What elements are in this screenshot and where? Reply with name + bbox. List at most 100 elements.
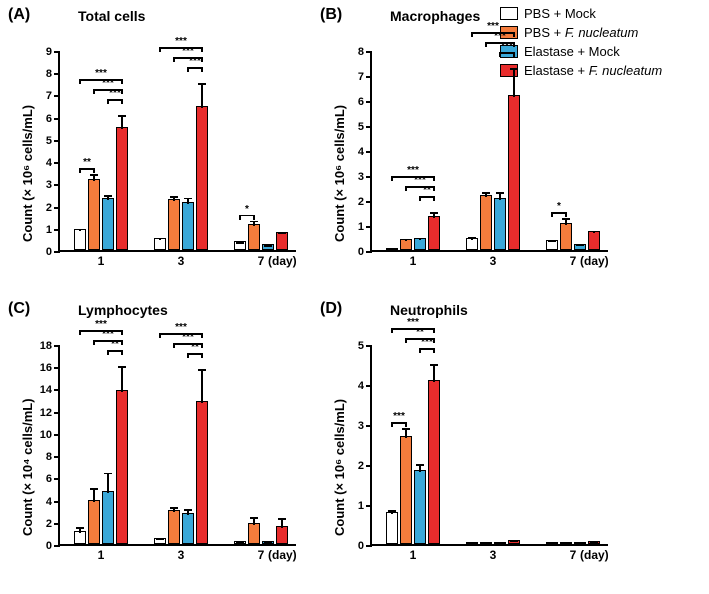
plot-area-C: 0246810121416181********3********7(day) <box>58 346 296 546</box>
error-bar <box>107 473 109 493</box>
error-bar <box>201 369 203 402</box>
error-cap <box>198 369 206 371</box>
significance-tick <box>391 176 393 181</box>
y-tick <box>54 345 60 347</box>
error-bar <box>121 366 123 392</box>
error-cap <box>76 229 84 231</box>
y-tick <box>54 367 60 369</box>
error-cap <box>482 543 490 545</box>
error-cap <box>402 239 410 241</box>
y-tick <box>54 251 60 253</box>
panel-title-B: Macrophages <box>390 8 480 24</box>
legend-swatch <box>500 7 518 20</box>
y-tick-label: 14 <box>40 384 52 396</box>
error-cap <box>416 238 424 240</box>
significance-tick <box>405 186 407 191</box>
error-cap <box>278 518 286 520</box>
bar-pbs_fn <box>248 224 260 250</box>
error-cap <box>170 196 178 198</box>
y-tick <box>366 176 372 178</box>
error-cap <box>388 249 396 251</box>
y-tick <box>54 51 60 53</box>
significance-tick <box>187 353 189 358</box>
y-tick-label: 1 <box>46 224 52 236</box>
error-cap <box>416 464 424 466</box>
significance-text: *** <box>189 57 201 67</box>
y-tick <box>366 76 372 78</box>
y-tick-label: 3 <box>358 420 364 432</box>
bar-pbs_fn <box>88 500 100 544</box>
significance-tick <box>201 67 203 72</box>
legend-label: PBS + F. nucleatum <box>524 25 638 40</box>
bar-elastase_fn <box>588 231 600 250</box>
bar-elastase_fn <box>428 380 440 544</box>
y-tick <box>366 505 372 507</box>
significance-bracket <box>552 212 566 214</box>
significance-text: * <box>557 202 561 212</box>
y-tick <box>54 545 60 547</box>
y-tick <box>54 162 60 164</box>
significance-bracket <box>188 67 202 69</box>
x-tick-label: 7 <box>258 548 265 562</box>
y-tick <box>366 425 372 427</box>
panel-title-A: Total cells <box>78 8 145 24</box>
significance-tick <box>159 333 161 338</box>
significance-tick <box>405 338 407 343</box>
error-cap <box>170 507 178 509</box>
plot-area-A: 01234567891***********3*********7*(day) <box>58 52 296 252</box>
y-tick <box>366 226 372 228</box>
error-cap <box>250 517 258 519</box>
significance-tick <box>513 32 515 37</box>
y-tick-label: 8 <box>46 68 52 80</box>
y-tick <box>54 389 60 391</box>
error-cap <box>562 218 570 220</box>
significance-bracket <box>420 348 434 350</box>
significance-bracket <box>188 353 202 355</box>
y-tick <box>54 207 60 209</box>
error-cap <box>104 473 112 475</box>
significance-tick <box>499 52 501 57</box>
significance-bracket <box>108 350 122 352</box>
y-tick-label: 7 <box>46 90 52 102</box>
bar-elastase_fn <box>508 95 520 250</box>
significance-tick <box>551 212 553 217</box>
significance-tick <box>93 168 95 173</box>
significance-tick <box>201 57 203 62</box>
y-tick <box>54 140 60 142</box>
y-tick-label: 2 <box>46 518 52 530</box>
y-axis-label: Count (× 10⁴ cells/mL) <box>20 398 35 536</box>
y-tick <box>54 73 60 75</box>
significance-text: *** <box>421 338 433 348</box>
significance-bracket <box>80 330 122 332</box>
bar-elastase_fn <box>196 106 208 250</box>
error-cap <box>264 542 272 544</box>
y-tick <box>366 345 372 347</box>
panel-title-D: Neutrophils <box>390 302 468 318</box>
x-tick-label: 7 <box>570 254 577 268</box>
bar-elastase_fn <box>428 216 440 250</box>
significance-tick <box>239 215 241 220</box>
bar-elastase_fn <box>116 390 128 544</box>
x-tick-label: 1 <box>410 254 417 268</box>
error-cap <box>468 237 476 239</box>
error-cap <box>118 366 126 368</box>
significance-bracket <box>392 422 406 424</box>
panel-label-B: (B) <box>320 6 342 24</box>
significance-bracket <box>392 328 434 330</box>
y-tick <box>54 434 60 436</box>
x-axis-label: (day) <box>268 548 297 562</box>
y-tick-label: 0 <box>46 540 52 552</box>
x-tick-label: 7 <box>570 548 577 562</box>
y-tick <box>54 478 60 480</box>
error-cap <box>590 231 598 233</box>
error-bar <box>121 115 123 128</box>
y-tick <box>366 385 372 387</box>
error-cap <box>576 245 584 247</box>
error-cap <box>264 245 272 247</box>
significance-tick <box>485 42 487 47</box>
error-cap <box>250 221 258 223</box>
significance-tick <box>107 350 109 355</box>
error-cap <box>510 541 518 543</box>
significance-tick <box>433 338 435 343</box>
error-bar <box>513 68 515 97</box>
